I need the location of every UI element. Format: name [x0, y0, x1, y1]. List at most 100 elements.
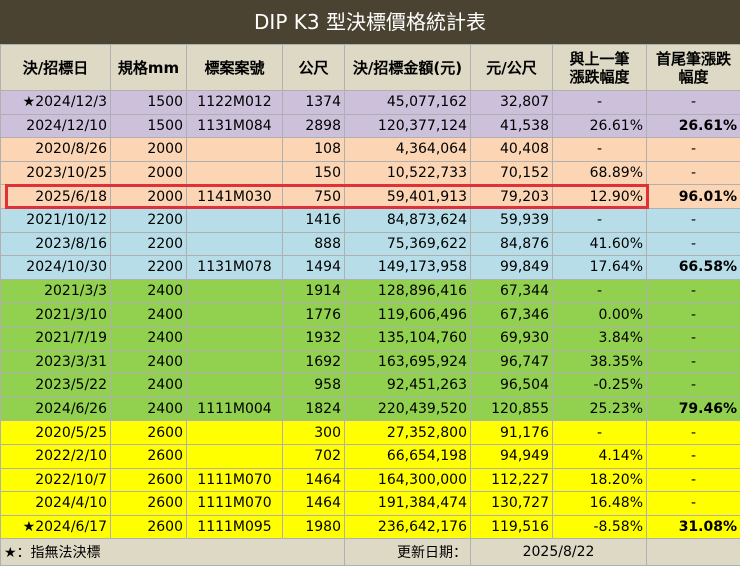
table-cell: 2600 — [110, 491, 187, 516]
table-cell: 1980 — [282, 514, 345, 540]
table-cell: - — [552, 420, 647, 445]
table-title: DIP K3 型決標價格統計表 — [0, 0, 740, 44]
table-cell: 128,896,416 — [344, 278, 471, 304]
table-cell: 68.89% — [552, 160, 647, 186]
table-cell: 2400 — [110, 373, 187, 398]
table-row: 2023/10/25 2000 150 10,522,733 70,152 68.89% - — [0, 160, 740, 186]
table-cell — [186, 160, 283, 186]
table-cell: - — [646, 325, 740, 351]
table-row: 2023/8/16 2200 888 75,369,622 84,876 41.60% - — [0, 231, 740, 257]
table-cell: 1500 — [110, 113, 187, 139]
table-cell — [186, 325, 283, 351]
column-header: 標案案號 — [186, 44, 283, 91]
table-cell: 112,227 — [470, 467, 553, 493]
table-cell: 888 — [282, 231, 345, 257]
table-cell: 2021/10/12 — [0, 207, 111, 233]
table-cell: 750 — [282, 184, 345, 209]
table-cell: 958 — [282, 373, 345, 398]
table-row: 2025/6/18 2000 1141M030 750 59,401,913 79,203… — [0, 184, 740, 209]
table-row: ★2024/12/3 1500 1122M012 1374 45,077,162 32,8… — [0, 90, 740, 115]
table-cell: 26.61% — [552, 113, 647, 139]
table-cell: 149,173,958 — [344, 255, 471, 280]
table-cell: 2024/6/26 — [0, 396, 111, 422]
table-cell — [186, 302, 283, 327]
table-cell: 84,876 — [470, 231, 553, 257]
table-cell: 2400 — [110, 396, 187, 422]
table-cell: 1131M084 — [186, 113, 283, 139]
table-cell: 120,377,124 — [344, 113, 471, 139]
table-cell: 2023/3/31 — [0, 349, 111, 375]
table-cell: 2020/5/25 — [0, 420, 111, 445]
table-cell: 3.84% — [552, 325, 647, 351]
table-cell: 41.60% — [552, 231, 647, 257]
table-cell: 2200 — [110, 207, 187, 233]
table-row: 2021/7/19 2400 1932 135,104,760 69,930 3.84% - — [0, 325, 740, 351]
table-cell: - — [646, 207, 740, 233]
table-cell: - — [552, 278, 647, 304]
table-cell: 66,654,198 — [344, 443, 471, 469]
header-row: 決/招標日 規格mm 標案案號 公尺 決/招標金額(元) 元/公尺 與上一筆 漲跌幅度 首尾筆… — [0, 44, 740, 91]
table-cell: - — [552, 90, 647, 115]
table-cell: - — [646, 349, 740, 375]
table-row: 2023/5/22 2400 958 92,451,263 96,504 -0.25% - — [0, 373, 740, 398]
column-header: 元/公尺 — [470, 44, 553, 91]
table-cell: 164,300,000 — [344, 467, 471, 493]
footer-note: ★：指無法決標 — [0, 538, 345, 566]
column-header: 決/招標金額(元) — [344, 44, 471, 91]
table-cell: 1111M004 — [186, 396, 283, 422]
price-table: 決/招標日 規格mm 標案案號 公尺 決/招標金額(元) 元/公尺 與上一筆 漲跌幅度 首尾筆… — [0, 44, 740, 566]
table-cell: 1500 — [110, 90, 187, 115]
table-cell: 69,930 — [470, 325, 553, 351]
table-cell: 1494 — [282, 255, 345, 280]
table-cell — [186, 373, 283, 398]
table-cell: 2021/3/10 — [0, 302, 111, 327]
table-cell: 130,727 — [470, 491, 553, 516]
table-cell: 2025/6/18 — [0, 184, 111, 209]
table-row: 2023/3/31 2400 1692 163,695,924 96,747 38.35%… — [0, 349, 740, 375]
table-cell: 1416 — [282, 207, 345, 233]
table-cell: 1111M095 — [186, 514, 283, 540]
table-row: 2020/8/26 2000 108 4,364,064 40,408- - — [0, 137, 740, 162]
table-cell — [186, 278, 283, 304]
table-cell: - — [646, 90, 740, 115]
table-cell: 41,538 — [470, 113, 553, 139]
table-cell: 2400 — [110, 325, 187, 351]
table-row: 2022/10/7 2600 1111M070 1464 164,300,000 112,… — [0, 467, 740, 493]
table-cell: 66.58% — [646, 255, 740, 280]
table-cell: 2200 — [110, 255, 187, 280]
table-cell: 91,176 — [470, 420, 553, 445]
table-cell: 4.14% — [552, 443, 647, 469]
table-cell: 94,949 — [470, 443, 553, 469]
table-cell: 2020/8/26 — [0, 137, 111, 162]
table-cell — [186, 443, 283, 469]
table-cell: 2023/8/16 — [0, 231, 111, 257]
table-cell: 2400 — [110, 278, 187, 304]
table-cell: 2600 — [110, 514, 187, 540]
table-cell: 96,747 — [470, 349, 553, 375]
table-row: ★2024/6/17 2600 1111M095 1980 236,642,176 119… — [0, 514, 740, 540]
table-cell: 2023/10/25 — [0, 160, 111, 186]
table-cell: 2000 — [110, 160, 187, 186]
table-cell: 18.20% — [552, 467, 647, 493]
table-cell: - — [552, 207, 647, 233]
table-cell: 163,695,924 — [344, 349, 471, 375]
table-cell: 2200 — [110, 231, 187, 257]
table-cell: 1692 — [282, 349, 345, 375]
table-cell: 119,516 — [470, 514, 553, 540]
table-row: 2021/3/3 2400 1914 128,896,416 67,344- - — [0, 278, 740, 304]
table-cell: 1464 — [282, 467, 345, 493]
table-cell: 16.48% — [552, 491, 647, 516]
table-cell: 1776 — [282, 302, 345, 327]
table-cell: 79,203 — [470, 184, 553, 209]
table-cell: 2400 — [110, 302, 187, 327]
table-cell — [186, 420, 283, 445]
table-cell: 99,849 — [470, 255, 553, 280]
footer-updated-label: 更新日期： — [344, 538, 471, 566]
table-cell: 1932 — [282, 325, 345, 351]
table-cell: 2022/10/7 — [0, 467, 111, 493]
table-cell: 4,364,064 — [344, 137, 471, 162]
table-cell: - — [646, 137, 740, 162]
table-cell: 120,855 — [470, 396, 553, 422]
table-cell: 67,344 — [470, 278, 553, 304]
